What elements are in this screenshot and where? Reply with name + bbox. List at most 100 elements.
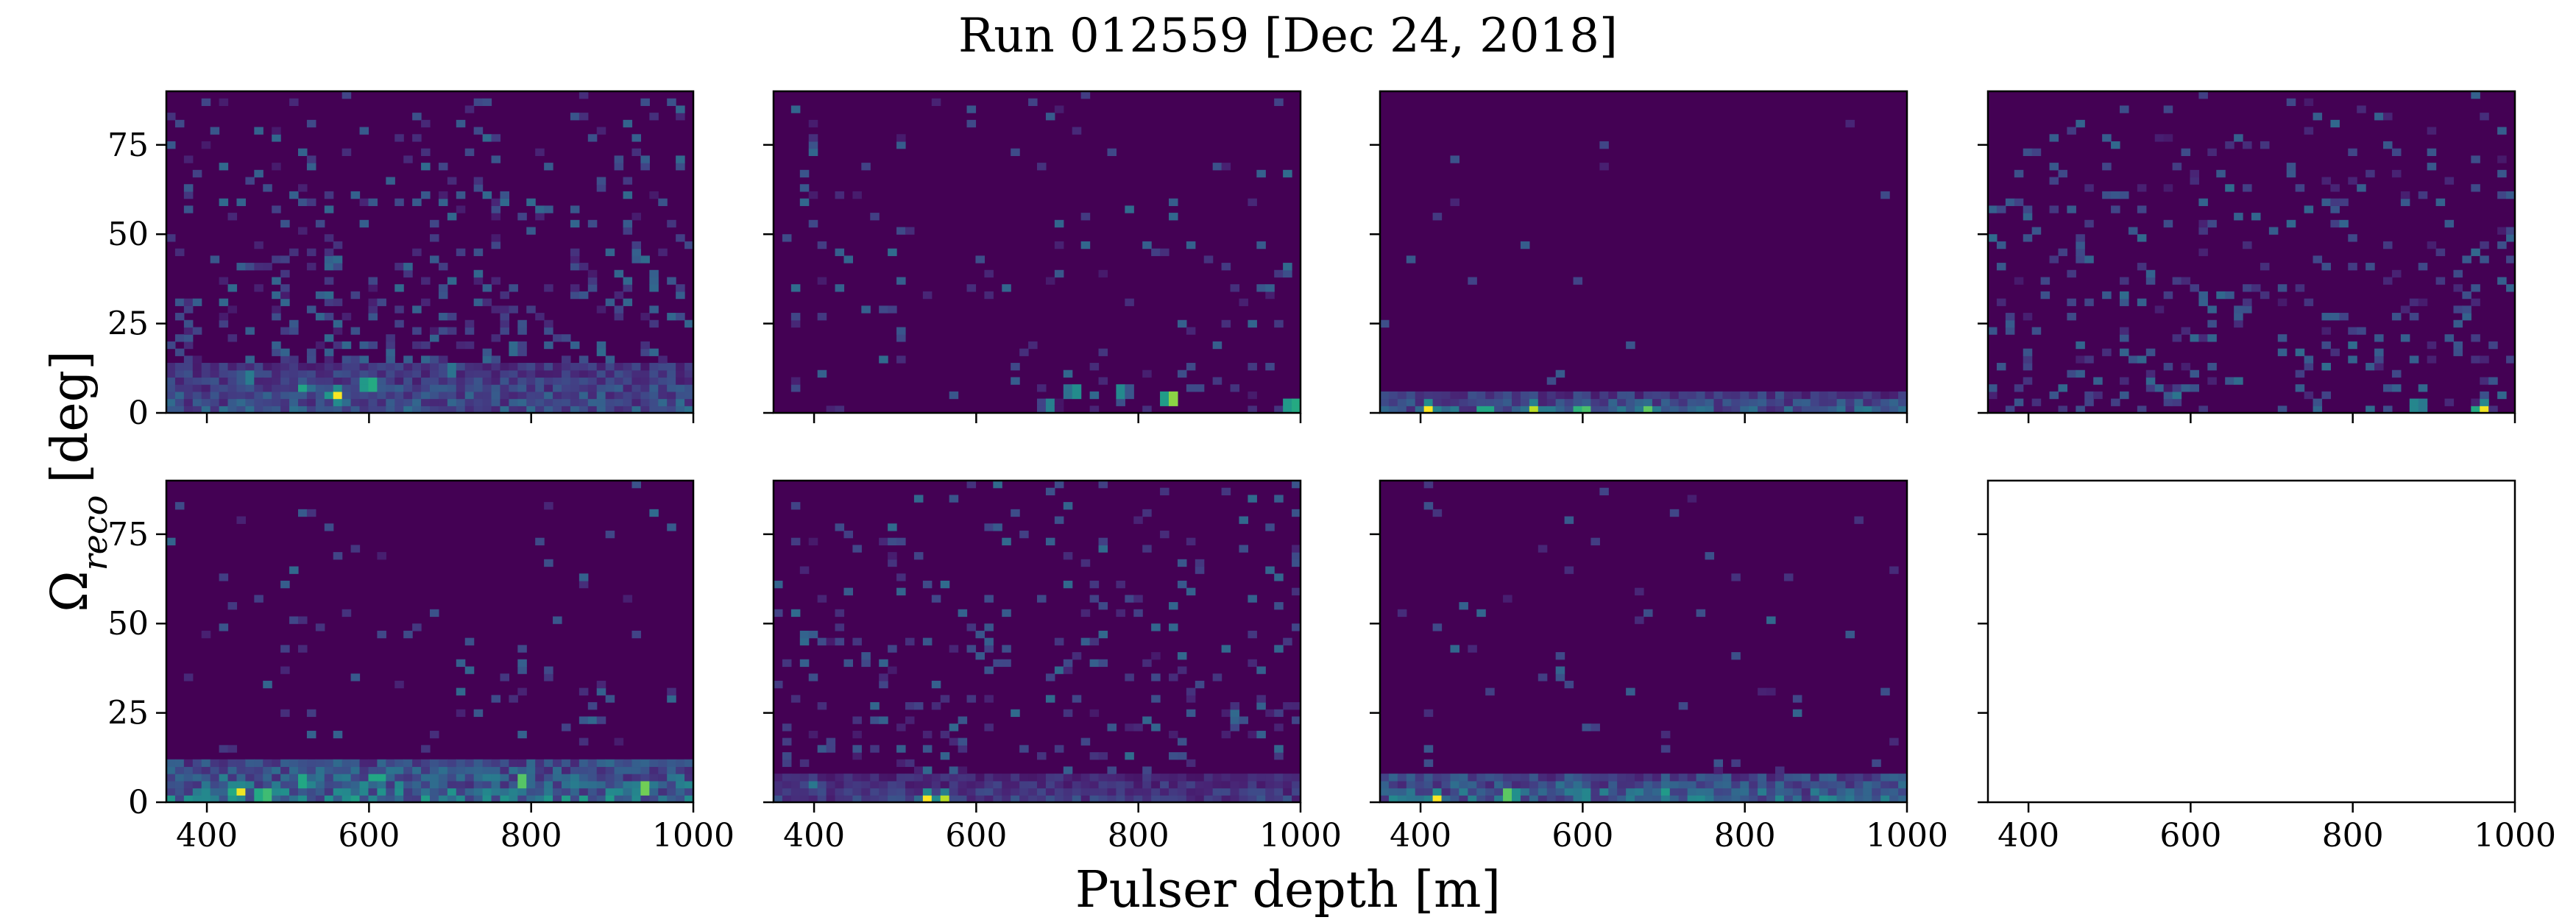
heatmap-cell — [1433, 788, 1443, 796]
heatmap-cell — [1828, 399, 1838, 406]
heatmap-cell — [1195, 788, 1205, 796]
heatmap-cell — [1599, 788, 1609, 796]
heatmap-cell — [1661, 392, 1671, 399]
heatmap-cell — [649, 320, 659, 328]
heatmap-cell — [896, 327, 906, 334]
heatmap-cell — [905, 760, 915, 767]
heatmap-cell — [1565, 567, 1574, 574]
heatmap-cell — [1626, 688, 1635, 696]
heatmap-cell — [2207, 363, 2217, 370]
heatmap-cell — [615, 155, 624, 163]
heatmap-cell — [2304, 205, 2314, 213]
heatmap-cell — [1292, 716, 1301, 723]
heatmap-cell — [2182, 327, 2191, 334]
heatmap-cell — [1705, 552, 1715, 559]
heatmap-cell — [1133, 595, 1143, 602]
heatmap-cell — [2243, 299, 2252, 306]
heatmap-cell — [394, 305, 404, 313]
heatmap-cell — [1265, 788, 1275, 796]
heatmap-cell — [219, 573, 229, 581]
heatmap-cell — [1292, 481, 1301, 488]
heatmap-cell — [1283, 788, 1292, 796]
heatmap-cell — [1142, 370, 1152, 378]
heatmap-cell — [2164, 105, 2173, 113]
heatmap-cell — [509, 399, 518, 406]
heatmap-cell — [1793, 788, 1802, 796]
heatmap-cell — [949, 723, 959, 731]
heatmap-cell — [615, 766, 624, 774]
heatmap-cell — [325, 781, 334, 788]
heatmap-cell — [888, 774, 897, 781]
heatmap-cell — [421, 774, 431, 781]
heatmap-cell — [562, 392, 571, 399]
heatmap-cell — [782, 752, 792, 760]
heatmap-cell — [631, 377, 641, 384]
heatmap-cell — [289, 363, 299, 370]
heatmap-cell — [1988, 392, 1998, 399]
heatmap-cell — [289, 760, 299, 767]
heatmap-cell — [166, 377, 176, 384]
heatmap-cell — [1819, 788, 1829, 796]
heatmap-cell — [1512, 399, 1521, 406]
heatmap-cell — [562, 399, 571, 406]
heatmap-cell — [316, 291, 325, 299]
heatmap-cell — [394, 760, 404, 767]
heatmap-cell — [1398, 781, 1407, 788]
heatmap-cell — [254, 788, 263, 796]
heatmap-cell — [456, 384, 466, 392]
heatmap-cell — [2164, 184, 2173, 191]
heatmap-cell — [949, 766, 959, 774]
heatmap-cell — [202, 99, 211, 106]
heatmap-cell — [2471, 155, 2480, 163]
heatmap-cell — [2296, 370, 2305, 378]
heatmap-cell — [782, 781, 792, 788]
heatmap-cell — [1854, 788, 1864, 796]
heatmap-cell — [1988, 327, 1998, 334]
heatmap-cell — [2480, 399, 2489, 406]
heatmap-cell — [888, 305, 897, 313]
heatmap-cell — [535, 149, 545, 156]
heatmap-cell — [245, 355, 255, 363]
heatmap-cell — [905, 638, 915, 645]
heatmap-cell — [2480, 113, 2489, 120]
heatmap-cell — [526, 781, 536, 788]
heatmap-cell — [640, 313, 650, 320]
heatmap-cell — [993, 659, 1002, 667]
heatmap-cell — [184, 305, 194, 313]
heatmap-cell — [623, 595, 633, 602]
heatmap-cell — [316, 313, 325, 320]
heatmap-cell — [615, 760, 624, 767]
heatmap-cell — [394, 681, 404, 688]
heatmap-cell — [2506, 227, 2516, 235]
heatmap-cell — [298, 227, 308, 235]
heatmap-cell — [932, 681, 941, 688]
heatmap-cell — [800, 760, 810, 767]
heatmap-cell — [2374, 113, 2384, 120]
subplot-row1-col4 — [1978, 91, 2516, 423]
heatmap-cell — [879, 673, 888, 681]
axes-frame — [1988, 481, 2515, 802]
heatmap-cell — [2198, 299, 2208, 306]
heatmap-cell — [1845, 399, 1855, 406]
heatmap-cell — [316, 774, 325, 781]
heatmap-cell — [1442, 781, 1451, 788]
heatmap-cell — [325, 384, 334, 392]
heatmap-cell — [1256, 702, 1266, 710]
heatmap-cell — [1538, 392, 1548, 399]
heatmap-cell — [474, 760, 484, 767]
heatmap-cell — [2084, 299, 2094, 306]
heatmap-cell — [474, 710, 484, 717]
heatmap-cell — [631, 255, 641, 263]
heatmap-cell — [342, 774, 352, 781]
heatmap-cell — [325, 249, 334, 256]
heatmap-cell — [263, 370, 272, 378]
heatmap-cell — [333, 774, 343, 781]
heatmap-cell — [1688, 495, 1697, 502]
heatmap-cell — [2497, 170, 2507, 177]
heatmap-cell — [1889, 392, 1899, 399]
heatmap-cell — [1433, 392, 1443, 399]
heatmap-cell — [1538, 673, 1548, 681]
heatmap-cell — [2436, 249, 2446, 256]
heatmap-cell — [2120, 291, 2129, 299]
heatmap-cell — [1133, 774, 1143, 781]
